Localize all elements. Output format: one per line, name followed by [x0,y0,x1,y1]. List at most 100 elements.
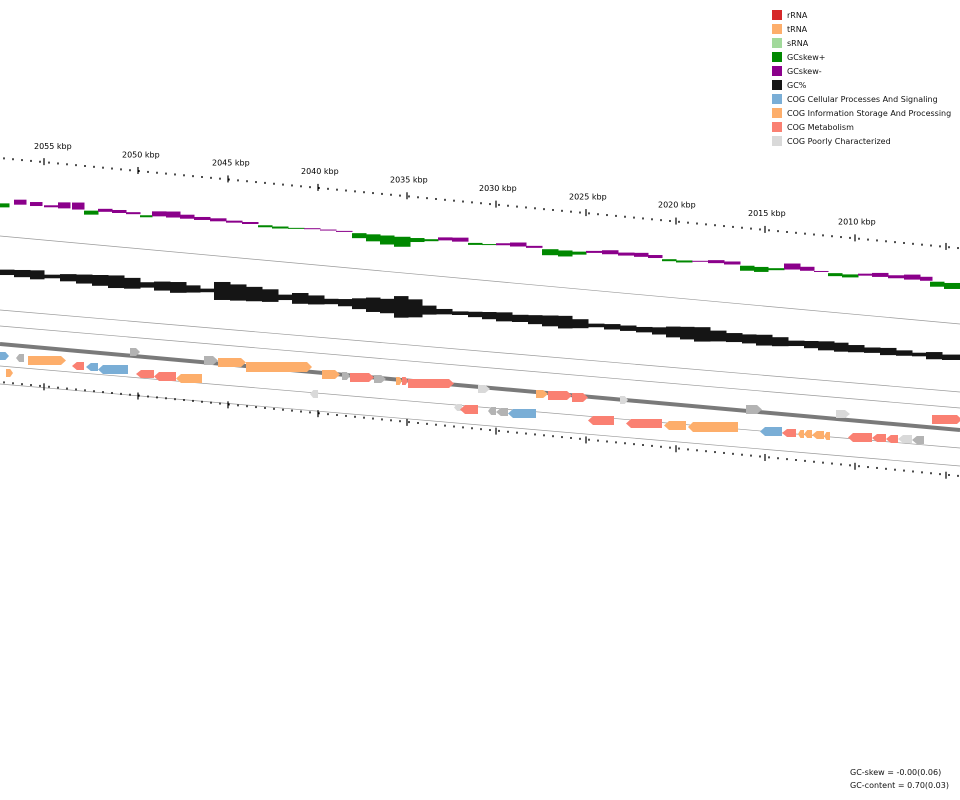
gc-skew-stat: GC-skew = -0.00(0.06) [850,768,942,777]
gene-arrow [588,416,614,425]
gc-content-bar [338,299,353,307]
gc-skew-positive-bar [872,272,889,277]
legend-item-srna: sRNA [772,36,951,50]
legend-label: COG Cellular Processes And Signaling [787,94,938,104]
gc-skew-negative-bar [828,273,843,277]
gc-content-bar [214,281,231,300]
gc-skew-negative-bar [754,266,769,272]
gc-content-bar [680,326,695,340]
gene-arrow [0,352,9,360]
legend-swatch [772,108,782,118]
gc-content-bar [352,298,367,310]
gc-skew-positive-bar [194,216,211,220]
gc-content-bar [588,323,605,328]
gc-content-bar [926,352,943,360]
gene-arrow [310,390,318,398]
legend-swatch [772,136,782,146]
gene-arrow [626,419,662,428]
legend-item-cog-poorly: COG Poorly Characterized [772,134,951,148]
gc-content-stat: GC-content = 0.70(0.03) [850,781,949,790]
gc-content-bar [154,281,171,291]
gc-content-bar [14,269,31,278]
gene-arrow [136,370,154,378]
gc-content-bar [468,311,483,318]
gc-skew-negative-bar [288,227,305,229]
gc-content-bar [408,299,423,318]
gc-content-bar [278,294,293,301]
gc-skew-negative-bar [366,234,381,242]
gc-content-bar [292,293,309,304]
legend-item-trna: tRNA [772,22,951,36]
gene-arrow [760,427,782,436]
gc-skew-positive-bar [242,222,259,224]
gc-content-bar [366,297,381,312]
legend-label: COG Poorly Characterized [787,136,891,146]
gc-skew-positive-bar [784,263,801,270]
legend-label: GCskew- [787,66,822,76]
gc-skew-negative-bar [482,244,497,246]
gc-content-bar [788,340,805,347]
gc-skew-negative-bar [352,233,367,239]
legend-swatch [772,52,782,62]
ruler-label: 2050 kbp [122,150,160,159]
gene-arrow [824,432,830,440]
gc-skew-positive-bar [304,228,321,230]
gc-content-bar [666,326,681,338]
gene-arrow [836,410,850,418]
gc-content-bar [572,319,589,329]
gene-arrow [664,421,686,430]
gc-skew-negative-bar [740,265,755,271]
gc-skew-negative-bar [572,251,587,255]
gc-skew-negative-bar [662,259,677,262]
gene-arrow [218,358,246,367]
gc-skew-negative-bar [410,238,425,243]
gc-content-bar [604,324,621,330]
gc-skew-positive-bar [336,230,353,232]
gc-content-bar [186,285,201,293]
gc-skew-positive-bar [166,211,181,218]
ruler-label: 2015 kbp [748,209,786,218]
legend-swatch [772,38,782,48]
gc-skew-positive-bar [72,202,85,210]
gc-content-bar [848,345,865,353]
gc-content-bar [44,274,61,279]
gc-skew-positive-bar [152,211,167,217]
gc-content-bar [482,312,497,320]
gc-skew-positive-bar [510,242,527,247]
legend-item-gcskew-minus: GCskew- [772,64,951,78]
gc-content-bar [896,350,913,356]
track-guidelines [0,235,960,467]
gc-skew-negative-bar [394,236,411,247]
legend-swatch [772,66,782,76]
ruler-bottom-ticks [3,381,959,479]
feature-track [0,348,960,444]
gc-content-bar [528,315,543,325]
gene-arrow [86,363,98,371]
gc-content-bar [636,326,653,333]
gene-arrow [396,377,402,385]
gene-arrow [478,385,490,393]
gene-arrow [812,431,824,439]
gc-skew-positive-bar [692,260,709,262]
gc-skew-positive-bar [58,202,71,209]
gc-skew-positive-bar [30,202,43,207]
gc-skew-positive-bar [126,212,141,215]
gc-skew-positive-bar [496,243,511,246]
gc-skew-negative-bar [468,242,483,245]
gc-content-bar [496,312,513,322]
gc-content-bar [124,277,141,289]
gc-content-bar [864,347,881,353]
gc-skew-negative-bar [84,210,99,215]
gc-content-bar [246,286,263,302]
gc-skew-positive-bar [708,260,725,264]
gc-content-bar [742,334,757,344]
gc-content-bar [30,270,45,280]
gene-arrow [746,405,762,414]
gc-skew-positive-bar [452,237,469,242]
gc-content-track [0,269,960,360]
stats-panel: GC-skew = -0.00(0.06) GC-content = 0.70(… [850,766,949,792]
gc-content-bar [726,333,743,343]
gc-skew-positive-bar [180,214,195,219]
gene-arrow [572,393,588,402]
